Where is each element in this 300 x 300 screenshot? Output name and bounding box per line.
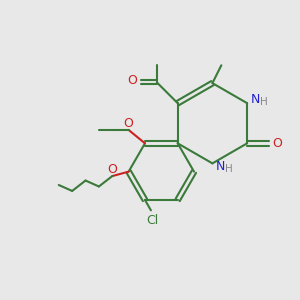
Text: O: O [107,163,117,176]
Text: Cl: Cl [146,214,158,227]
Text: O: O [272,137,282,150]
Text: H: H [260,97,267,107]
Text: O: O [127,74,137,87]
Text: N: N [251,93,260,106]
Text: H: H [225,164,232,174]
Text: O: O [124,118,134,130]
Text: N: N [216,160,225,173]
